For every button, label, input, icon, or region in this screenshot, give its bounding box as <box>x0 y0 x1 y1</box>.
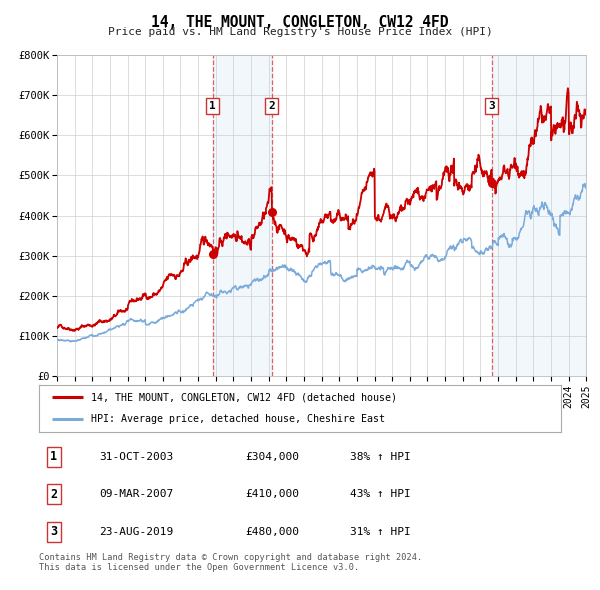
Text: 3: 3 <box>488 101 495 112</box>
Bar <box>213 55 272 376</box>
Text: 09-MAR-2007: 09-MAR-2007 <box>99 489 173 499</box>
Text: 1: 1 <box>50 451 57 464</box>
Text: 3: 3 <box>50 525 57 538</box>
Text: Contains HM Land Registry data © Crown copyright and database right 2024.
This d: Contains HM Land Registry data © Crown c… <box>39 553 422 572</box>
Text: HPI: Average price, detached house, Cheshire East: HPI: Average price, detached house, Ches… <box>91 414 385 424</box>
Text: 31% ↑ HPI: 31% ↑ HPI <box>350 527 410 537</box>
Text: £480,000: £480,000 <box>245 527 299 537</box>
Text: 14, THE MOUNT, CONGLETON, CW12 4FD: 14, THE MOUNT, CONGLETON, CW12 4FD <box>151 15 449 30</box>
Text: 2: 2 <box>268 101 275 112</box>
Text: 43% ↑ HPI: 43% ↑ HPI <box>350 489 410 499</box>
Text: £304,000: £304,000 <box>245 452 299 462</box>
Text: 23-AUG-2019: 23-AUG-2019 <box>99 527 173 537</box>
Text: 14, THE MOUNT, CONGLETON, CW12 4FD (detached house): 14, THE MOUNT, CONGLETON, CW12 4FD (deta… <box>91 392 397 402</box>
Text: 1: 1 <box>209 101 216 112</box>
Bar <box>491 55 586 376</box>
Text: £410,000: £410,000 <box>245 489 299 499</box>
Text: 2: 2 <box>50 488 57 501</box>
Text: 38% ↑ HPI: 38% ↑ HPI <box>350 452 410 462</box>
Text: Price paid vs. HM Land Registry's House Price Index (HPI): Price paid vs. HM Land Registry's House … <box>107 27 493 37</box>
Text: 31-OCT-2003: 31-OCT-2003 <box>99 452 173 462</box>
